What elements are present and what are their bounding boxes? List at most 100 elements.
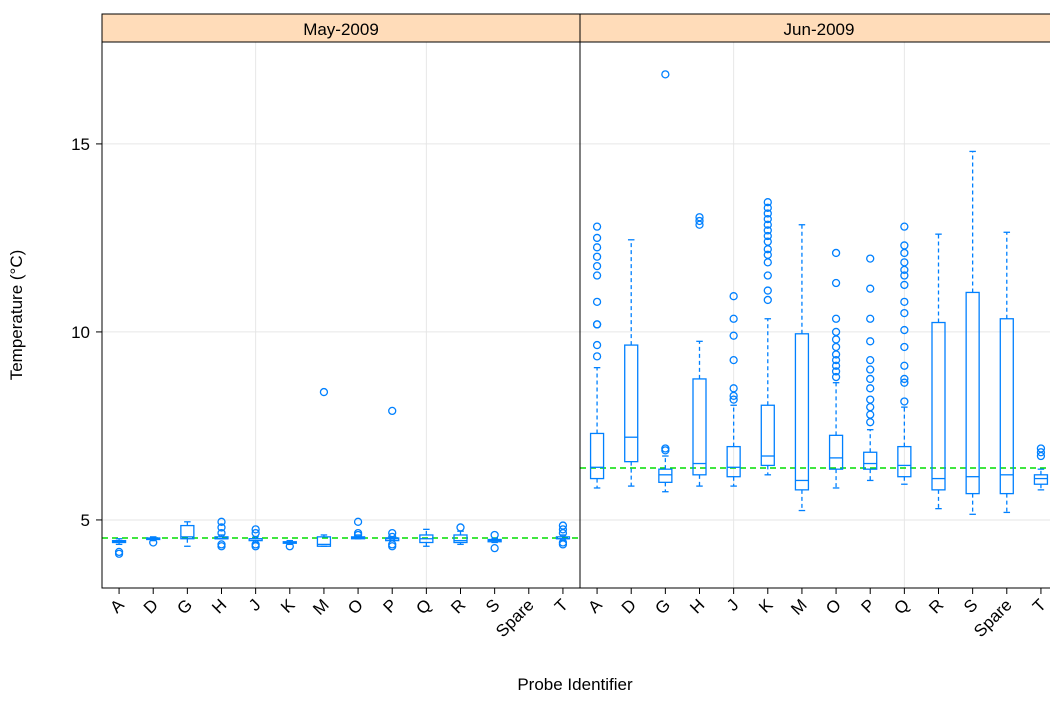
outlier bbox=[900, 397, 909, 406]
outlier bbox=[592, 271, 602, 280]
outlier bbox=[388, 406, 397, 416]
outlier bbox=[729, 331, 738, 340]
x-tick-label: K bbox=[755, 595, 777, 617]
x-tick-label: A bbox=[106, 595, 128, 617]
outlier bbox=[592, 340, 602, 350]
outlier bbox=[866, 410, 875, 419]
outlier bbox=[763, 286, 772, 295]
x-tick-label: R bbox=[447, 595, 469, 617]
outlier bbox=[217, 523, 226, 532]
outlier bbox=[831, 361, 841, 370]
outlier bbox=[592, 222, 602, 231]
x-tick-label: Spare bbox=[492, 595, 538, 641]
outlier bbox=[217, 528, 226, 538]
x-tick-label: A bbox=[584, 595, 606, 617]
outlier bbox=[592, 352, 602, 361]
x-tick-label: H bbox=[208, 595, 230, 617]
box bbox=[897, 445, 912, 478]
outlier bbox=[729, 395, 738, 404]
x-tick-label: J bbox=[245, 595, 264, 614]
outlier bbox=[900, 361, 909, 370]
outlier bbox=[353, 528, 363, 538]
outlier bbox=[763, 237, 772, 246]
outlier bbox=[285, 542, 294, 551]
box bbox=[316, 536, 332, 547]
outlier bbox=[388, 532, 397, 542]
outlier bbox=[558, 525, 568, 534]
outlier bbox=[592, 233, 602, 243]
outlier bbox=[831, 342, 841, 352]
outlier bbox=[661, 444, 670, 453]
box bbox=[658, 468, 673, 483]
outlier bbox=[729, 314, 738, 323]
x-tick-label: Q bbox=[412, 595, 435, 618]
x-tick-label: M bbox=[309, 595, 332, 618]
outlier bbox=[831, 314, 841, 323]
outlier bbox=[831, 278, 841, 288]
y-tick-label: 10 bbox=[71, 323, 90, 342]
outlier bbox=[763, 203, 772, 212]
outlier bbox=[661, 70, 670, 79]
outlier bbox=[831, 248, 841, 258]
x-tick-label: G bbox=[651, 595, 674, 618]
outlier bbox=[900, 241, 909, 250]
outlier bbox=[729, 355, 738, 365]
box bbox=[931, 321, 946, 491]
outlier bbox=[900, 258, 909, 267]
outlier bbox=[1036, 444, 1046, 453]
outlier bbox=[763, 198, 772, 207]
outlier bbox=[490, 530, 499, 540]
x-tick-label: P bbox=[380, 595, 401, 616]
outlier bbox=[866, 314, 875, 323]
outlier bbox=[866, 365, 875, 374]
x-tick-label: H bbox=[686, 595, 708, 617]
outlier bbox=[763, 231, 772, 241]
outlier bbox=[456, 523, 465, 532]
outlier bbox=[763, 209, 772, 218]
outlier bbox=[763, 258, 772, 267]
box bbox=[453, 534, 468, 544]
outlier bbox=[251, 525, 260, 534]
outlier bbox=[831, 335, 841, 344]
box bbox=[999, 318, 1014, 495]
x-tick-label: J bbox=[723, 595, 742, 614]
x-tick-label: S bbox=[960, 595, 981, 616]
outlier bbox=[592, 243, 602, 252]
outlier bbox=[695, 213, 704, 222]
outlier bbox=[763, 214, 772, 224]
panel-border bbox=[101, 41, 581, 589]
outlier bbox=[149, 538, 158, 547]
outlier bbox=[900, 325, 909, 335]
outlier bbox=[763, 226, 772, 235]
outlier bbox=[866, 402, 875, 412]
x-tick-label: O bbox=[822, 595, 845, 618]
outlier bbox=[900, 222, 909, 231]
outlier bbox=[388, 528, 397, 538]
outlier bbox=[900, 271, 909, 280]
outlier bbox=[831, 355, 841, 365]
outlier bbox=[900, 308, 909, 318]
outlier bbox=[695, 216, 704, 226]
outlier bbox=[592, 252, 602, 261]
x-tick-label: D bbox=[618, 595, 640, 617]
outlier bbox=[217, 540, 226, 549]
outlier bbox=[490, 543, 499, 553]
x-tick-label: K bbox=[277, 595, 299, 617]
outlier bbox=[866, 418, 875, 427]
outlier bbox=[217, 517, 226, 526]
outlier bbox=[558, 521, 568, 530]
outlier bbox=[866, 355, 875, 365]
box bbox=[794, 333, 810, 491]
outlier bbox=[592, 261, 602, 271]
outlier bbox=[353, 517, 363, 526]
x-tick-label: T bbox=[1029, 595, 1050, 616]
outlier bbox=[831, 372, 841, 382]
outlier bbox=[866, 374, 875, 384]
panel-border bbox=[579, 41, 1050, 589]
box bbox=[180, 524, 195, 540]
outlier bbox=[866, 254, 875, 263]
outlier bbox=[763, 220, 772, 229]
box bbox=[863, 451, 878, 470]
panel-title: Jun-2009 bbox=[784, 20, 855, 39]
